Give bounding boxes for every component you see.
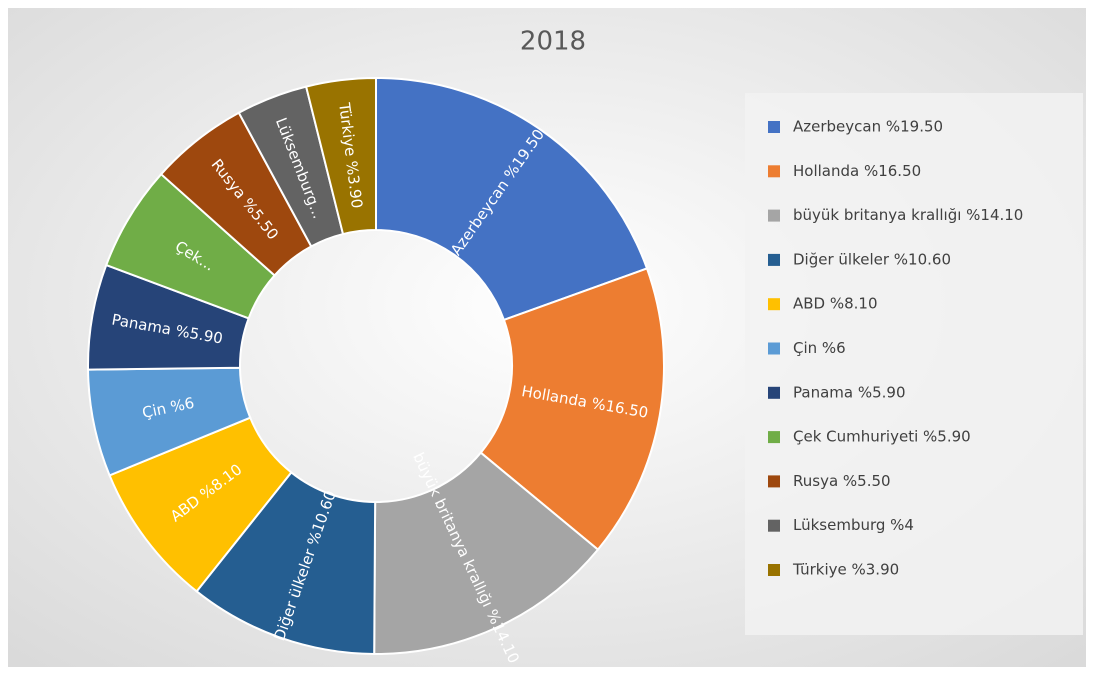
legend-swatch bbox=[768, 386, 780, 399]
legend-swatch bbox=[768, 209, 780, 222]
legend-label: Diğer ülkeler %10.60 bbox=[793, 250, 951, 268]
legend-swatch bbox=[768, 564, 780, 576]
legend-swatch bbox=[768, 431, 780, 444]
legend-label: Çek Cumhuriyeti %5.90 bbox=[793, 428, 971, 446]
slice bbox=[375, 76, 649, 322]
legend-label: büyük britanya krallığı %14.10 bbox=[793, 206, 1023, 224]
slice bbox=[373, 451, 600, 655]
chart-title: 2018 bbox=[520, 27, 586, 57]
legend-label: Çin %6 bbox=[793, 339, 846, 357]
legend-swatch bbox=[768, 165, 780, 178]
legend-swatch bbox=[768, 519, 780, 532]
legend-label: ABD %8.10 bbox=[793, 295, 878, 313]
legend-label: Lüksemburg %4 bbox=[793, 516, 914, 534]
legend-label: Türkiye %3.90 bbox=[792, 561, 899, 579]
legend-swatch bbox=[768, 253, 780, 266]
legend-swatch bbox=[768, 121, 780, 133]
legend-swatch bbox=[768, 298, 780, 311]
slice bbox=[304, 76, 377, 236]
legend-label: Panama %5.90 bbox=[793, 383, 906, 401]
legend-swatch bbox=[768, 342, 780, 355]
legend-label: Hollanda %16.50 bbox=[793, 162, 921, 180]
legend-label: Azerbeycan %19.50 bbox=[793, 118, 943, 136]
legend-label: Rusya %5.50 bbox=[793, 472, 891, 490]
legend-box bbox=[745, 93, 1083, 635]
legend-swatch bbox=[768, 475, 780, 488]
slice bbox=[479, 267, 665, 551]
